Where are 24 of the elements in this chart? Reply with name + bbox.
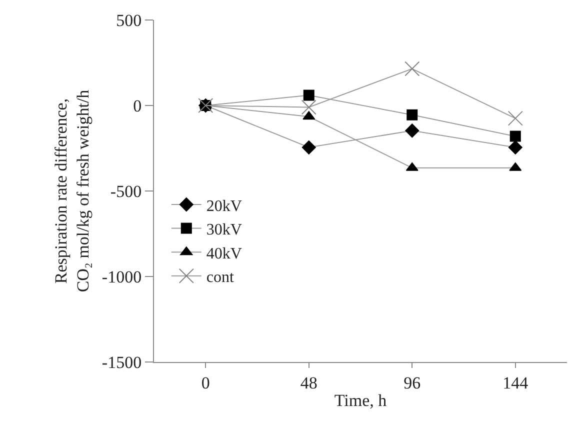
legend-label: 40kV [206,245,242,262]
point [404,61,420,76]
legend-label: 20kV [206,198,242,215]
legend-label: cont [206,269,234,286]
point [405,124,420,138]
y-tick-label: -1500 [102,352,142,372]
point [303,90,314,101]
y-tick-label: 0 [133,96,142,116]
x-tick-label: 48 [300,373,318,392]
point [508,110,523,126]
point [510,130,521,142]
x-tick-label: 0 [201,373,210,392]
point [406,109,418,120]
legend-label: 30kV [206,222,242,239]
point [508,140,522,154]
x-axis-title: Time, h [334,390,388,410]
point [301,100,316,115]
x-tick-label: 96 [404,373,421,392]
x-tick-label: 144 [502,373,529,392]
y-tick-label: -1000 [102,267,142,286]
y-tick-label: 500 [116,10,142,30]
y-axis-title: Respiration rate difference, CO₂ mol/kg of fresh weight/h [51,89,92,292]
y-tick-label: -500 [110,182,142,201]
point [302,140,316,154]
